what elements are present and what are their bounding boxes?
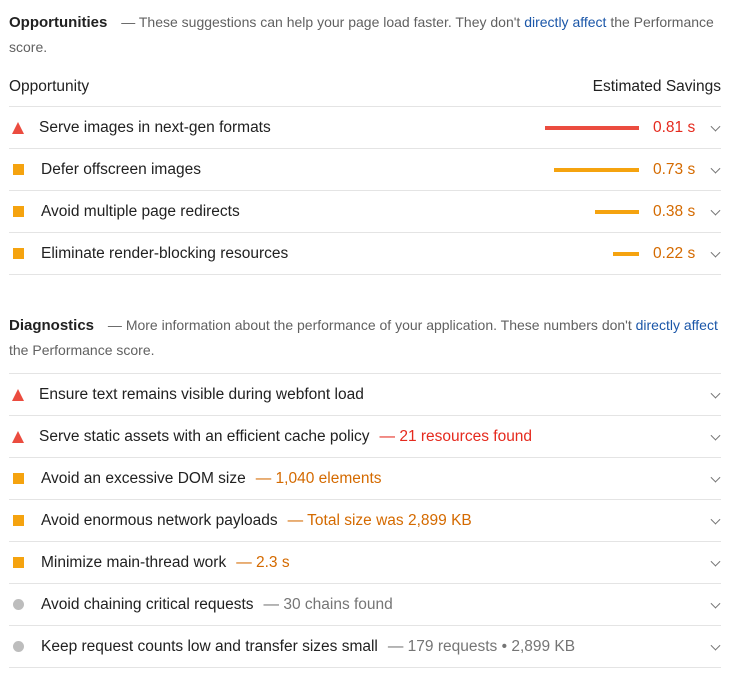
diagnostic-display-value: — 1,040 elements (255, 469, 382, 487)
diagnostic-row[interactable]: Keep request counts low and transfer siz… (9, 626, 721, 668)
chevron-down-icon[interactable] (710, 430, 721, 441)
triangle-icon (12, 388, 24, 401)
diagnostic-row[interactable]: Minimize main-thread work — 2.3 s (9, 542, 721, 584)
opportunities-dash: — (121, 14, 139, 30)
opportunity-row[interactable]: Eliminate render-blocking resources 0.22 … (9, 233, 721, 275)
chevron-down-icon[interactable] (710, 598, 721, 609)
diagnostic-row[interactable]: Avoid enormous network payloads — Total s… (9, 500, 721, 542)
chevron-down-icon[interactable] (710, 205, 721, 216)
opportunities-column-headers: Opportunity Estimated Savings (9, 68, 721, 107)
diagnostics-directly-affect-link[interactable]: directly affect (635, 317, 718, 333)
diagnostics-list: Ensure text remains visible during webfo… (9, 373, 721, 668)
square-icon (13, 557, 24, 568)
triangle-icon (12, 121, 24, 134)
opportunity-title: Avoid multiple page redirects (41, 202, 240, 220)
diagnostics-title: Diagnostics (9, 317, 95, 334)
estimated-savings: 0.81 s (545, 119, 697, 137)
diagnostics-dash: — (107, 317, 126, 333)
opportunities-list: Serve images in next-gen formats 0.81 s De… (9, 107, 721, 275)
diagnostics-description-start: More information about the performance o… (125, 317, 636, 333)
square-icon (13, 473, 24, 484)
diagnostic-title: Avoid an excessive DOM size (41, 469, 246, 487)
savings-value: 0.73 s (653, 160, 696, 178)
diagnostic-title: Avoid chaining critical requests (41, 595, 254, 613)
diagnostics-description-end: the Performance score. (9, 342, 155, 358)
opportunities-directly-affect-link[interactable]: directly affect (524, 14, 607, 30)
diagnostic-row[interactable]: Avoid an excessive DOM size — 1,040 eleme… (9, 458, 721, 500)
diagnostic-display-value: — 21 resources found (379, 427, 533, 445)
diagnostic-row[interactable]: Serve static assets with an efficient ca… (9, 416, 721, 458)
savings-bar (545, 125, 639, 130)
chevron-down-icon[interactable] (710, 121, 721, 132)
chevron-down-icon[interactable] (710, 163, 721, 174)
opportunity-title: Eliminate render-blocking resources (41, 244, 289, 262)
diagnostics-section: Diagnostics — More information about the… (9, 313, 721, 668)
opportunity-row[interactable]: Serve images in next-gen formats 0.81 s (9, 107, 721, 149)
chevron-down-icon[interactable] (710, 556, 721, 567)
chevron-down-icon[interactable] (710, 640, 721, 651)
savings-bar (595, 209, 639, 214)
savings-value: 0.81 s (653, 118, 696, 136)
opportunities-description-end: the Performance score. (9, 14, 714, 55)
opportunities-title: Opportunities (9, 14, 108, 31)
estimated-savings: 0.22 s (613, 245, 697, 263)
opportunities-section: Opportunities — These suggestions can he… (9, 10, 721, 275)
estimated-savings-column-header: Estimated Savings (592, 78, 721, 95)
opportunities-header: Opportunities — These suggestions can he… (9, 10, 721, 60)
chevron-down-icon[interactable] (710, 388, 721, 399)
chevron-down-icon[interactable] (710, 514, 721, 525)
diagnostic-display-value: — 2.3 s (236, 553, 290, 571)
diagnostic-title: Ensure text remains visible during webfo… (39, 385, 364, 403)
diagnostic-display-value: — 30 chains found (263, 595, 393, 613)
diagnostic-title: Serve static assets with an efficient ca… (39, 427, 370, 445)
estimated-savings: 0.38 s (595, 203, 697, 221)
savings-value: 0.38 s (653, 202, 696, 220)
opportunity-title: Defer offscreen images (41, 160, 201, 178)
triangle-icon (12, 430, 24, 443)
square-icon (13, 206, 24, 217)
opportunity-row[interactable]: Avoid multiple page redirects 0.38 s (9, 191, 721, 233)
opportunity-row[interactable]: Defer offscreen images 0.73 s (9, 149, 721, 191)
circle-icon (13, 599, 24, 610)
opportunities-description-start: These suggestions can help your page loa… (138, 14, 525, 30)
square-icon (13, 515, 24, 526)
diagnostic-row[interactable]: Avoid chaining critical requests — 30 cha… (9, 584, 721, 626)
opportunity-title: Serve images in next-gen formats (39, 118, 271, 136)
chevron-down-icon[interactable] (710, 472, 721, 483)
chevron-down-icon[interactable] (710, 247, 721, 258)
diagnostic-row[interactable]: Ensure text remains visible during webfo… (9, 374, 721, 416)
diagnostic-title: Avoid enormous network payloads (41, 511, 278, 529)
estimated-savings: 0.73 s (554, 161, 697, 179)
diagnostic-display-value: — Total size was 2,899 KB (287, 511, 472, 529)
circle-icon (13, 641, 24, 652)
savings-bar (613, 251, 639, 256)
square-icon (13, 164, 24, 175)
savings-value: 0.22 s (653, 244, 696, 262)
diagnostic-title: Minimize main-thread work (41, 553, 227, 571)
diagnostics-header: Diagnostics — More information about the… (9, 313, 721, 363)
diagnostic-display-value: — 179 requests • 2,899 KB (387, 637, 576, 655)
diagnostic-title: Keep request counts low and transfer siz… (41, 637, 378, 655)
square-icon (13, 248, 24, 259)
opportunity-column-header: Opportunity (9, 78, 90, 95)
savings-bar (554, 167, 639, 172)
